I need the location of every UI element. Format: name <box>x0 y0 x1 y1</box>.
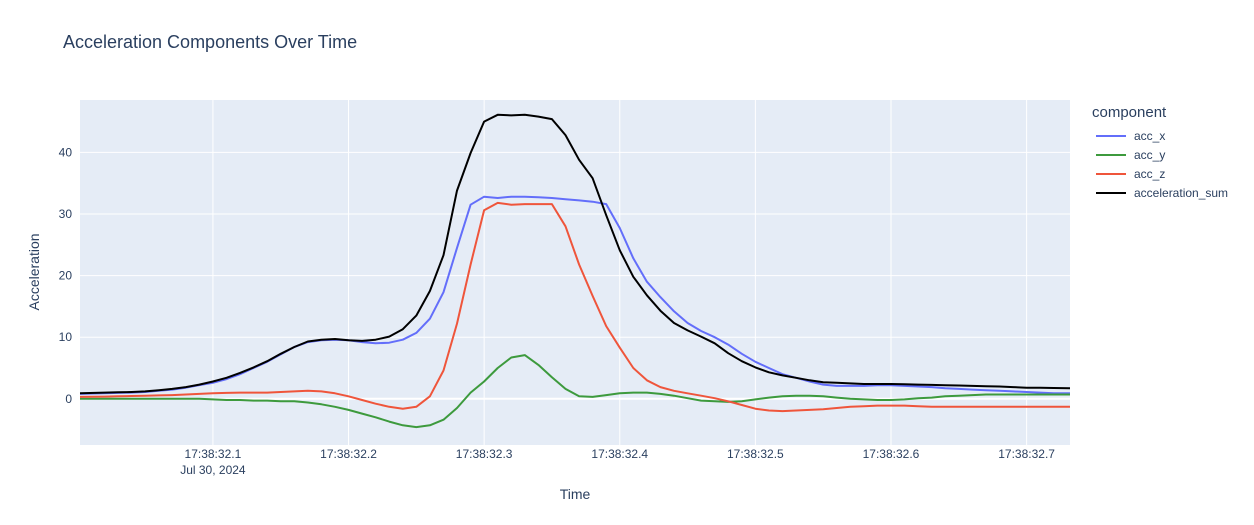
series-line-acc-z <box>79 201 1070 413</box>
legend-item-acc-z[interactable]: acc_z <box>1092 164 1228 183</box>
legend-label: acceleration_sum <box>1134 185 1229 200</box>
x-tick-label: 17:38:32.6 <box>863 447 920 461</box>
legend-title: component <box>1092 104 1167 121</box>
legend-items: acc_x acc_y acc_z acceleration_sum <box>1092 126 1228 202</box>
legend-swatch <box>1096 153 1126 156</box>
series-lines <box>79 113 1071 429</box>
series-line-acceleration-sum <box>79 113 1071 395</box>
series-line-acc-y <box>80 354 1070 429</box>
legend-label: acc_x <box>1134 128 1166 143</box>
legend-item-acc-x[interactable]: acc_x <box>1092 126 1228 145</box>
legend-swatch <box>1096 134 1126 137</box>
y-tick-label: 30 <box>59 207 73 221</box>
y-axis-title: Acceleration <box>26 233 42 310</box>
y-tick-label: 0 <box>65 392 72 406</box>
chart-title: Acceleration Components Over Time <box>63 32 358 52</box>
x-tick-label: 17:38:32.7 <box>998 447 1055 461</box>
y-tick-label: 40 <box>59 145 73 159</box>
legend-swatch <box>1096 172 1126 175</box>
x-tick-label: 17:38:32.1 <box>185 447 242 461</box>
legend: component acc_x acc_y acc_z acceleration_su… <box>1092 104 1228 202</box>
plot-background <box>80 100 1070 445</box>
y-tick-label: 20 <box>59 269 73 283</box>
legend-swatch <box>1096 191 1126 194</box>
legend-label: acc_y <box>1134 147 1166 162</box>
legend-item-acc-y[interactable]: acc_y <box>1092 145 1228 164</box>
legend-item-acceleration-sum[interactable]: acceleration_sum <box>1092 183 1228 202</box>
x-tick-label: 17:38:32.2 <box>320 447 377 461</box>
y-tick-label: 10 <box>59 330 73 344</box>
x-tick-label: 17:38:32.4 <box>591 447 648 461</box>
tick-labels: 0 10 20 30 40 17:38:32.1 Jul 30, 2024 17:38:32.… <box>59 145 1056 477</box>
x-tick-sublabel: Jul 30, 2024 <box>180 463 246 477</box>
x-tick-label: 17:38:32.5 <box>727 447 784 461</box>
x-tick-label: 17:38:32.3 <box>456 447 513 461</box>
x-axis-title: Time <box>560 486 591 502</box>
legend-label: acc_z <box>1134 166 1166 181</box>
